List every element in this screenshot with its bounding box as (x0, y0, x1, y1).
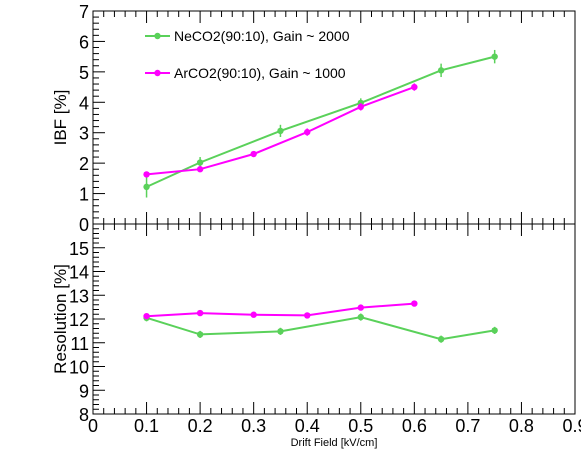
ibf-series-1-point (411, 83, 418, 91)
res-series-0-point (196, 331, 204, 338)
res-x-tick-label: 0.2 (188, 416, 213, 436)
res-x-tick-label: 0.3 (241, 416, 266, 436)
res-series-0-point (277, 328, 284, 335)
res-frame (92, 223, 576, 415)
res-x-tick-label: 0.9 (562, 416, 581, 436)
ibf-series-1-point (250, 150, 257, 158)
ibf-y-tick-label: 5 (79, 63, 89, 83)
res-y-tick-label: 14 (69, 263, 89, 283)
res-x-tick-label: 0.1 (134, 416, 159, 436)
ibf-series-1-point (196, 166, 204, 173)
ibf-y-tick-label: 7 (79, 2, 89, 22)
res-x-axis-title: Drift Field [kV/cm] (291, 437, 378, 449)
ibf-series-0-point (277, 127, 284, 135)
ibf-y-tick-label: 4 (79, 93, 89, 113)
res-x-tick-label: 0.8 (509, 416, 534, 436)
res-series-1-point (196, 309, 204, 317)
ibf-y-tick-label: 6 (79, 32, 89, 52)
ibf-series-1-line (146, 86, 415, 176)
res-x-tick-label: 0.6 (402, 416, 427, 436)
res-y-tick-label: 8 (79, 405, 89, 425)
ibf-series-0-point (143, 183, 150, 191)
res-y-tick-label: 13 (69, 286, 89, 306)
ibf-panel: 0 1 2 3 4 5 6 7 IBF [%] NeCO2(90:10), Gain ~ 2000… (51, 2, 576, 235)
res-x-tick-label: 0 (88, 416, 98, 436)
res-series-1-line (146, 302, 415, 318)
res-series-0-point (357, 313, 364, 321)
ibf-y-tick-label: 0 (79, 215, 89, 235)
res-series-1-point (411, 300, 418, 307)
ibf-series-0-point (437, 67, 445, 74)
res-y-tick-label: 12 (69, 310, 89, 330)
ibf-y-tick-label: 1 (79, 185, 89, 205)
legend-marker-0 (154, 32, 161, 40)
ibf-series-1-point (143, 171, 150, 178)
ibf-series-1-point (357, 103, 364, 111)
res-y-tick-label: 10 (69, 358, 89, 378)
res-series-1-point (357, 304, 364, 311)
ibf-series-0-line (146, 55, 495, 188)
res-series-0-line (146, 316, 495, 341)
res-y-axis-title: Resolution [%] (51, 264, 70, 374)
res-x-tick-label: 0.4 (295, 416, 320, 436)
ibf-y-tick-label: 2 (79, 154, 89, 174)
legend-label-0: NeCO2(90:10), Gain ~ 2000 (174, 28, 350, 44)
res-x-tick-label: 0.5 (348, 416, 373, 436)
res-series-1-point (250, 311, 257, 318)
ibf-series-0-point (196, 159, 204, 166)
ibf-series-1-point (304, 128, 311, 136)
res-series-1-point (143, 312, 150, 320)
ibf-series-0-point (491, 53, 498, 60)
legend-label-1: ArCO2(90:10), Gain ~ 1000 (174, 65, 346, 81)
res-series-0-point (491, 327, 498, 334)
res-y-tick-label: 15 (69, 239, 89, 259)
ibf-y-axis-title: IBF [%] (51, 90, 70, 146)
res-y-tick-label: 11 (70, 334, 89, 354)
res-series-0-point (437, 335, 445, 343)
res-x-tick-label: 0.7 (455, 416, 480, 436)
resolution-panel: 8 9 10 11 12 13 14 15 0 0.1 0.2 0.3 0.4 0.5 0.6 0.7 0.8 0… (51, 223, 581, 449)
legend-marker-1 (154, 69, 161, 77)
ibf-y-tick-label: 3 (79, 124, 89, 144)
res-y-tick-label: 9 (79, 381, 89, 401)
res-series-1-point (304, 312, 311, 319)
